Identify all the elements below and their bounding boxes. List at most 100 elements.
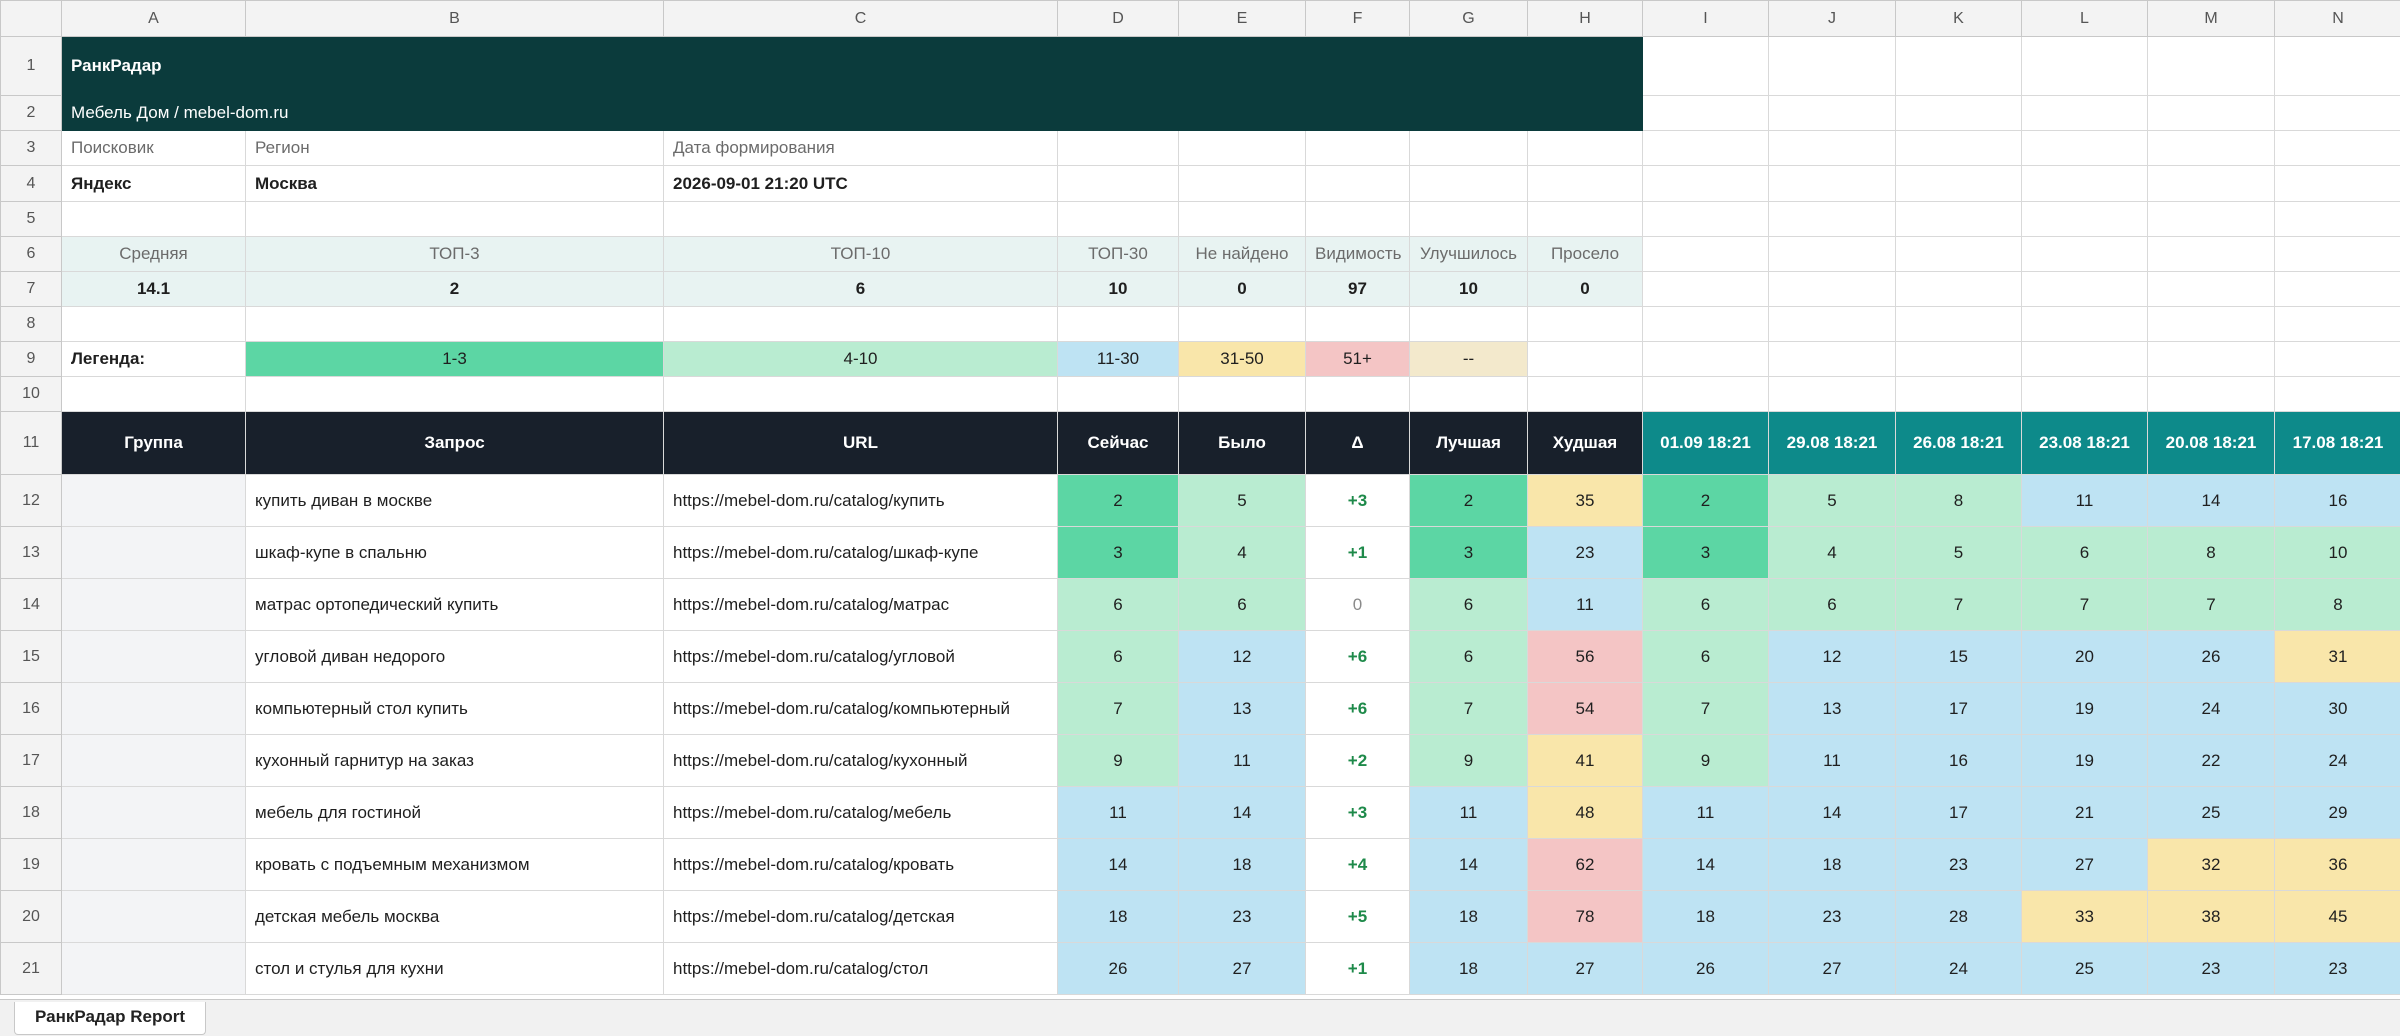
history-position-cell[interactable]: 14 <box>1643 839 1769 891</box>
column-header[interactable]: M <box>2148 1 2275 37</box>
table-column-header[interactable]: 26.08 18:21 <box>1896 412 2022 475</box>
position-worst-cell[interactable]: 62 <box>1528 839 1643 891</box>
table-column-header[interactable]: Лучшая <box>1410 412 1528 475</box>
row-header[interactable]: 17 <box>1 735 62 787</box>
empty-cell[interactable] <box>62 307 246 342</box>
empty-cell[interactable] <box>1410 202 1528 237</box>
table-column-header[interactable]: 23.08 18:21 <box>2022 412 2148 475</box>
position-now-cell[interactable]: 2 <box>1058 475 1179 527</box>
summary-label[interactable]: Не найдено <box>1179 237 1306 272</box>
position-now-cell[interactable]: 9 <box>1058 735 1179 787</box>
empty-cell[interactable] <box>2148 166 2275 202</box>
group-cell[interactable] <box>62 943 246 995</box>
empty-cell[interactable] <box>1643 307 1769 342</box>
position-best-cell[interactable]: 6 <box>1410 579 1528 631</box>
empty-cell[interactable] <box>1179 202 1306 237</box>
query-cell[interactable]: угловой диван недорого <box>246 631 664 683</box>
empty-cell[interactable] <box>1528 307 1643 342</box>
legend-swatch-4-10[interactable]: 4-10 <box>664 342 1058 377</box>
history-position-cell[interactable]: 27 <box>2022 839 2148 891</box>
query-cell[interactable]: шкаф-купе в спальню <box>246 527 664 579</box>
empty-cell[interactable] <box>1058 131 1179 166</box>
empty-cell[interactable] <box>1896 37 2022 96</box>
row-header[interactable]: 13 <box>1 527 62 579</box>
empty-cell[interactable] <box>2022 96 2148 131</box>
empty-cell[interactable] <box>1643 342 1769 377</box>
row-header[interactable]: 11 <box>1 412 62 475</box>
group-cell[interactable] <box>62 735 246 787</box>
history-position-cell[interactable]: 26 <box>2148 631 2275 683</box>
position-best-cell[interactable]: 2 <box>1410 475 1528 527</box>
position-worst-cell[interactable]: 27 <box>1528 943 1643 995</box>
empty-cell[interactable] <box>2022 202 2148 237</box>
row-header[interactable]: 10 <box>1 377 62 412</box>
empty-cell[interactable] <box>1410 166 1528 202</box>
empty-cell[interactable] <box>664 202 1058 237</box>
summary-value[interactable]: 14.1 <box>62 272 246 307</box>
table-column-header[interactable]: Δ <box>1306 412 1410 475</box>
delta-cell[interactable]: +4 <box>1306 839 1410 891</box>
empty-cell[interactable] <box>1306 131 1410 166</box>
table-column-header[interactable]: Группа <box>62 412 246 475</box>
history-position-cell[interactable]: 3 <box>1643 527 1769 579</box>
summary-label[interactable]: Просело <box>1528 237 1643 272</box>
position-worst-cell[interactable]: 54 <box>1528 683 1643 735</box>
history-position-cell[interactable]: 7 <box>1643 683 1769 735</box>
position-best-cell[interactable]: 11 <box>1410 787 1528 839</box>
url-cell[interactable]: https://mebel-dom.ru/catalog/угловой <box>664 631 1058 683</box>
history-position-cell[interactable]: 23 <box>1896 839 2022 891</box>
empty-cell[interactable] <box>2275 342 2400 377</box>
history-position-cell[interactable]: 13 <box>1769 683 1896 735</box>
query-cell[interactable]: компьютерный стол купить <box>246 683 664 735</box>
empty-cell[interactable] <box>1896 342 2022 377</box>
history-position-cell[interactable]: 30 <box>2275 683 2400 735</box>
row-header[interactable]: 16 <box>1 683 62 735</box>
empty-cell[interactable] <box>1769 131 1896 166</box>
history-position-cell[interactable]: 18 <box>1769 839 1896 891</box>
history-position-cell[interactable]: 9 <box>1643 735 1769 787</box>
empty-cell[interactable] <box>1643 202 1769 237</box>
legend-swatch-31-50[interactable]: 31-50 <box>1179 342 1306 377</box>
url-cell[interactable]: https://mebel-dom.ru/catalog/матрас <box>664 579 1058 631</box>
history-position-cell[interactable]: 8 <box>2275 579 2400 631</box>
empty-cell[interactable] <box>2275 131 2400 166</box>
summary-value[interactable]: 97 <box>1306 272 1410 307</box>
empty-cell[interactable] <box>1643 166 1769 202</box>
empty-cell[interactable] <box>1058 202 1179 237</box>
empty-cell[interactable] <box>2022 377 2148 412</box>
position-now-cell[interactable]: 11 <box>1058 787 1179 839</box>
summary-label[interactable]: Видимость <box>1306 237 1410 272</box>
position-worst-cell[interactable]: 11 <box>1528 579 1643 631</box>
empty-cell[interactable] <box>1306 307 1410 342</box>
sheet-tab[interactable]: РанкРадар Report <box>14 1002 206 1035</box>
delta-cell[interactable]: +1 <box>1306 943 1410 995</box>
empty-cell[interactable] <box>1896 307 2022 342</box>
row-header[interactable]: 3 <box>1 131 62 166</box>
summary-value[interactable]: 10 <box>1410 272 1528 307</box>
empty-cell[interactable] <box>1528 131 1643 166</box>
history-position-cell[interactable]: 28 <box>1896 891 2022 943</box>
position-best-cell[interactable]: 18 <box>1410 943 1528 995</box>
empty-cell[interactable] <box>2022 131 2148 166</box>
history-position-cell[interactable]: 12 <box>1769 631 1896 683</box>
delta-cell[interactable]: +2 <box>1306 735 1410 787</box>
column-header[interactable]: D <box>1058 1 1179 37</box>
history-position-cell[interactable]: 23 <box>2275 943 2400 995</box>
position-worst-cell[interactable]: 35 <box>1528 475 1643 527</box>
summary-label[interactable]: ТОП-30 <box>1058 237 1179 272</box>
position-now-cell[interactable]: 7 <box>1058 683 1179 735</box>
row-header[interactable]: 19 <box>1 839 62 891</box>
empty-cell[interactable] <box>2148 202 2275 237</box>
history-position-cell[interactable]: 33 <box>2022 891 2148 943</box>
url-cell[interactable]: https://mebel-dom.ru/catalog/мебель <box>664 787 1058 839</box>
url-cell[interactable]: https://mebel-dom.ru/catalog/купить <box>664 475 1058 527</box>
history-position-cell[interactable]: 6 <box>1643 579 1769 631</box>
history-position-cell[interactable]: 14 <box>2148 475 2275 527</box>
history-position-cell[interactable]: 10 <box>2275 527 2400 579</box>
query-cell[interactable]: детская мебель москва <box>246 891 664 943</box>
position-best-cell[interactable]: 18 <box>1410 891 1528 943</box>
column-header[interactable]: K <box>1896 1 2022 37</box>
empty-cell[interactable] <box>2022 166 2148 202</box>
empty-cell[interactable] <box>1769 377 1896 412</box>
